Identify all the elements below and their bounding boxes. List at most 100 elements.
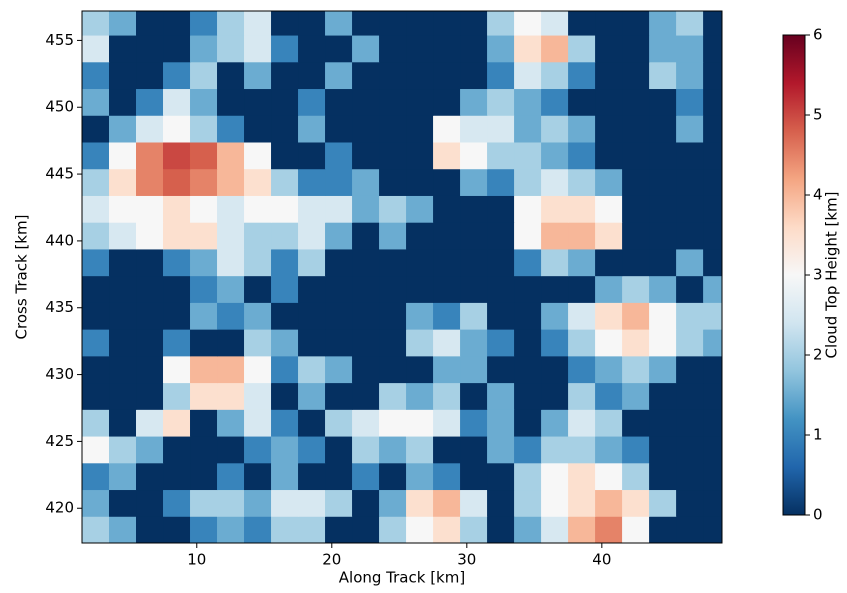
heatmap-cell [82,195,110,222]
heatmap-cell [271,62,299,89]
heatmap-cell [352,115,380,142]
heatmap-cell [352,409,380,436]
heatmap-cell [595,409,623,436]
heatmap-cell [352,169,380,196]
heatmap-cell [163,142,191,169]
heatmap-cell [433,195,461,222]
heatmap-cell [136,329,164,356]
heatmap-cell [595,169,623,196]
heatmap-cell [109,115,137,142]
heatmap-cell [649,89,677,116]
heatmap-cell [460,115,488,142]
heatmap-cell [568,62,596,89]
heatmap-cell [676,8,704,35]
heatmap-cell [433,329,461,356]
y-tick-label: 420 [45,499,74,517]
heatmap-cell [352,356,380,383]
heatmap-cell [190,89,218,116]
heatmap-cell [514,62,542,89]
heatmap-cell [163,490,191,517]
heatmap-cell [163,356,191,383]
heatmap-cell [109,302,137,329]
heatmap-cell [352,249,380,276]
heatmap-cell [676,276,704,303]
heatmap-cell [109,356,137,383]
heatmap-cell [325,490,353,517]
heatmap-cell [298,195,326,222]
heatmap-cell [649,409,677,436]
heatmap-cell [460,222,488,249]
heatmap-cell [109,169,137,196]
heatmap-cell [676,222,704,249]
heatmap-cell [271,222,299,249]
heatmap-cell [487,89,515,116]
heatmap-cell [487,249,515,276]
heatmap-cell [82,89,110,116]
heatmap-cell [298,329,326,356]
heatmap-cell [676,195,704,222]
heatmap-cell [379,115,407,142]
heatmap-cell [676,115,704,142]
heatmap-cell [433,8,461,35]
heatmap-cell [271,329,299,356]
heatmap-cell [217,276,245,303]
heatmap-cell [487,463,515,490]
heatmap-cell [514,276,542,303]
heatmap-cell [487,195,515,222]
heatmap-cell [406,409,434,436]
heatmap-cell [703,115,731,142]
colorbar-tick-label: 2 [813,346,823,364]
colorbar-label: Cloud Top Height [km] [823,191,841,358]
heatmap-cell [622,35,650,62]
y-tick-label: 430 [45,365,74,383]
heatmap-cell [298,249,326,276]
heatmap-cell [649,436,677,463]
heatmap-cell [406,490,434,517]
heatmap-cell [460,516,488,543]
heatmap-cell [298,383,326,410]
heatmap-cell [406,329,434,356]
heatmap-cell [514,35,542,62]
heatmap-cell [649,195,677,222]
heatmap-cell [541,516,569,543]
heatmap-cell [649,302,677,329]
heatmap-cell [568,490,596,517]
heatmap-cell [622,329,650,356]
heatmap-cell [109,35,137,62]
x-tick-label: 20 [322,551,341,569]
heatmap-cell [541,8,569,35]
heatmap-cell [649,35,677,62]
heatmap-cell [217,195,245,222]
heatmap-cell [649,463,677,490]
heatmap-cell [217,436,245,463]
heatmap-cell [82,409,110,436]
heatmap-cell [568,35,596,62]
heatmap-cell [595,302,623,329]
heatmap-cell [406,89,434,116]
heatmap-cell [568,409,596,436]
heatmap-cell [271,169,299,196]
heatmap-cell [676,490,704,517]
heatmap-cell [163,409,191,436]
heatmap-cell [379,249,407,276]
heatmap-cell [352,516,380,543]
heatmap-cell [541,383,569,410]
heatmap-cell [352,329,380,356]
heatmap-cell [109,195,137,222]
heatmap-cell [487,169,515,196]
heatmap-cell [244,356,272,383]
heatmap-cell [352,8,380,35]
heatmap-cell [487,302,515,329]
heatmap-cell [433,356,461,383]
heatmap-cell [460,89,488,116]
heatmap-cell [244,329,272,356]
heatmap-cell [622,302,650,329]
heatmap-cell [568,356,596,383]
heatmap-cell [568,249,596,276]
heatmap-cell [541,169,569,196]
heatmap-cell [622,463,650,490]
heatmap-cell [271,516,299,543]
x-tick-label: 40 [592,551,611,569]
heatmap-cell [514,222,542,249]
heatmap-cell [271,35,299,62]
